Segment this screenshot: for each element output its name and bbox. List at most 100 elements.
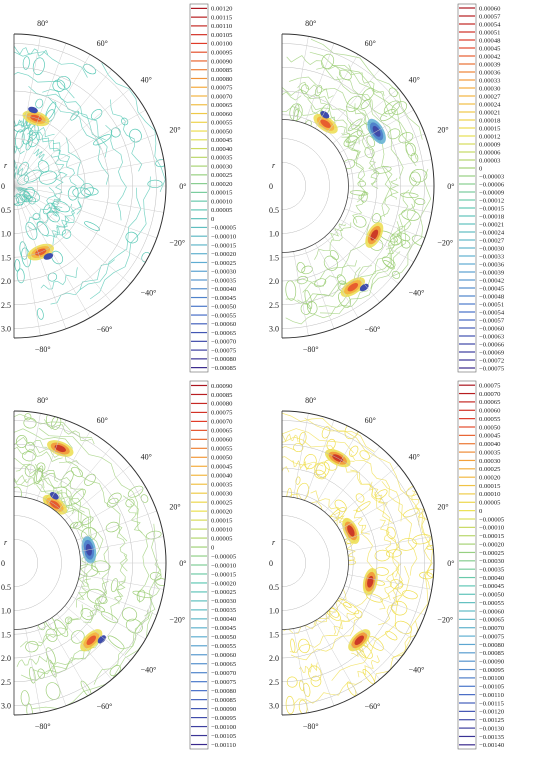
colorbar-label: 0.00045: [479, 45, 501, 52]
r-tick-label: 2.0: [269, 654, 279, 663]
colorbar-label: −0.00075: [211, 679, 237, 686]
contour-cell: [357, 180, 367, 187]
colorbar-frame: [457, 3, 477, 373]
colorbar-label: −0.00080: [479, 642, 505, 649]
contour-cell: [35, 98, 44, 109]
colorbar-label: −0.00010: [211, 233, 237, 240]
colorbar-label: 0.00080: [211, 76, 233, 83]
chart-panel-top-right: 80° 60° 40° 20° 0° −20° −40° −60° −80° r 0 0.5 1.0 1.…: [268, 0, 535, 381]
r-tick-label: 0.5: [1, 583, 11, 592]
colorbar-label: 0.00085: [211, 392, 233, 399]
colorbar-label: 0.00045: [211, 464, 233, 471]
colorbar-label: 0.00005: [479, 500, 501, 507]
colorbar-label: −0.00085: [211, 365, 237, 372]
colorbar-label: 0.00015: [211, 517, 233, 524]
r-axis-label: r: [272, 538, 276, 547]
contour-cell: [70, 488, 86, 505]
contour-cell: [84, 221, 101, 232]
colorbar-label: −0.00120: [479, 709, 505, 716]
colorbar-label: −0.00020: [479, 541, 505, 548]
r-tick-label: 3.0: [269, 702, 279, 711]
angle-tick-label: −80°: [35, 345, 51, 354]
contour-cell: [86, 588, 107, 605]
angle-tick-label: 80°: [305, 396, 316, 405]
contour-cell: [90, 109, 103, 120]
contour-line: [313, 588, 347, 626]
colorbar-label: −0.00012: [479, 197, 504, 204]
colorbar-label: −0.00030: [211, 598, 237, 605]
contour-line: [330, 223, 346, 241]
chart-panel-bottom-right: 80° 60° 40° 20° 0° −20° −40° −60° −80° r 0 0.5 1.0 1.…: [268, 377, 535, 758]
colorbar-label: 0.00065: [479, 399, 501, 406]
contour-cell: [45, 411, 59, 428]
colorbar-label: 0.00020: [211, 508, 233, 515]
contour-cell: [397, 538, 417, 551]
contour-line: [351, 640, 369, 658]
contour-cell: [29, 666, 36, 684]
contour-cell: [296, 275, 308, 285]
contour-line: [38, 427, 138, 515]
contour-cell: [110, 578, 119, 593]
contour-line: [310, 490, 349, 520]
grid-spoke: [324, 236, 380, 303]
r-tick-label: 2.0: [1, 654, 11, 663]
angle-tick-label: −40°: [141, 288, 157, 297]
angle-tick-label: 20°: [169, 502, 180, 511]
colorbar-label: 0: [211, 216, 215, 223]
hotspot-negative-core: [43, 253, 54, 260]
contour-cell: [402, 590, 418, 600]
grid-spoke: [13, 88, 131, 187]
colorbar-label: −0.00050: [211, 634, 237, 641]
colorbar-label: 0.00025: [211, 499, 233, 506]
angle-tick-label: 80°: [37, 19, 48, 28]
contour-cell: [364, 146, 375, 159]
grid-spoke: [304, 248, 335, 329]
colorbar-label: −0.00065: [211, 330, 237, 337]
colorbar-label: 0.00055: [211, 120, 233, 127]
colorbar-label: −0.00069: [479, 349, 505, 356]
contour-cell: [47, 210, 60, 223]
r-tick-label: 2.5: [269, 678, 279, 687]
contour-line: [124, 523, 160, 656]
contour-cell: [93, 134, 112, 146]
colorbar-label: 0.00075: [479, 382, 501, 389]
colorbar-label: 0.00018: [479, 117, 501, 124]
colorbar-label: 0.00027: [479, 93, 501, 100]
grid-spoke: [339, 596, 414, 640]
angle-tick-label: −40°: [409, 288, 425, 297]
hotspot-contour: [347, 525, 355, 537]
contour-cell: [23, 169, 42, 183]
angle-tick-label: −60°: [365, 325, 381, 334]
grid-spoke: [13, 159, 164, 187]
grid-spoke: [304, 420, 335, 501]
colorbar-label: −0.00025: [479, 550, 505, 557]
contour-cell: [405, 142, 417, 156]
contour-line: [357, 655, 380, 678]
contour-cell: [361, 87, 375, 101]
colorbar-label: −0.00039: [479, 269, 505, 276]
outer-boundary: [13, 33, 167, 339]
colorbar-label: 0.00110: [211, 23, 233, 30]
colorbar-label: 0.00050: [479, 424, 501, 431]
contour-line: [51, 215, 70, 237]
contour-line: [379, 573, 395, 610]
colorbar-label: −0.00075: [479, 633, 505, 640]
grid-spoke: [25, 413, 41, 498]
contour-line: [144, 559, 162, 617]
grid-spoke: [344, 208, 425, 239]
contour-cell: [108, 492, 122, 504]
contour-line: [379, 519, 394, 555]
angle-tick-label: −80°: [303, 722, 319, 731]
colorbar-label: 0.00057: [479, 13, 501, 20]
colorbar-label: 0.00035: [211, 482, 233, 489]
colorbar-label: −0.00100: [211, 724, 237, 731]
colorbar-label: −0.00075: [211, 347, 237, 354]
contour-cell: [395, 620, 412, 635]
r-tick-label: 1.0: [1, 607, 11, 616]
contour-cell: [314, 85, 323, 97]
colorbar: 0.000600.000570.000540.000510.000480.000…: [457, 3, 505, 373]
grid-spoke: [56, 613, 112, 680]
r-tick-label: 0.5: [1, 206, 11, 215]
grid-spoke: [36, 420, 67, 501]
contour-cell: [98, 596, 108, 604]
